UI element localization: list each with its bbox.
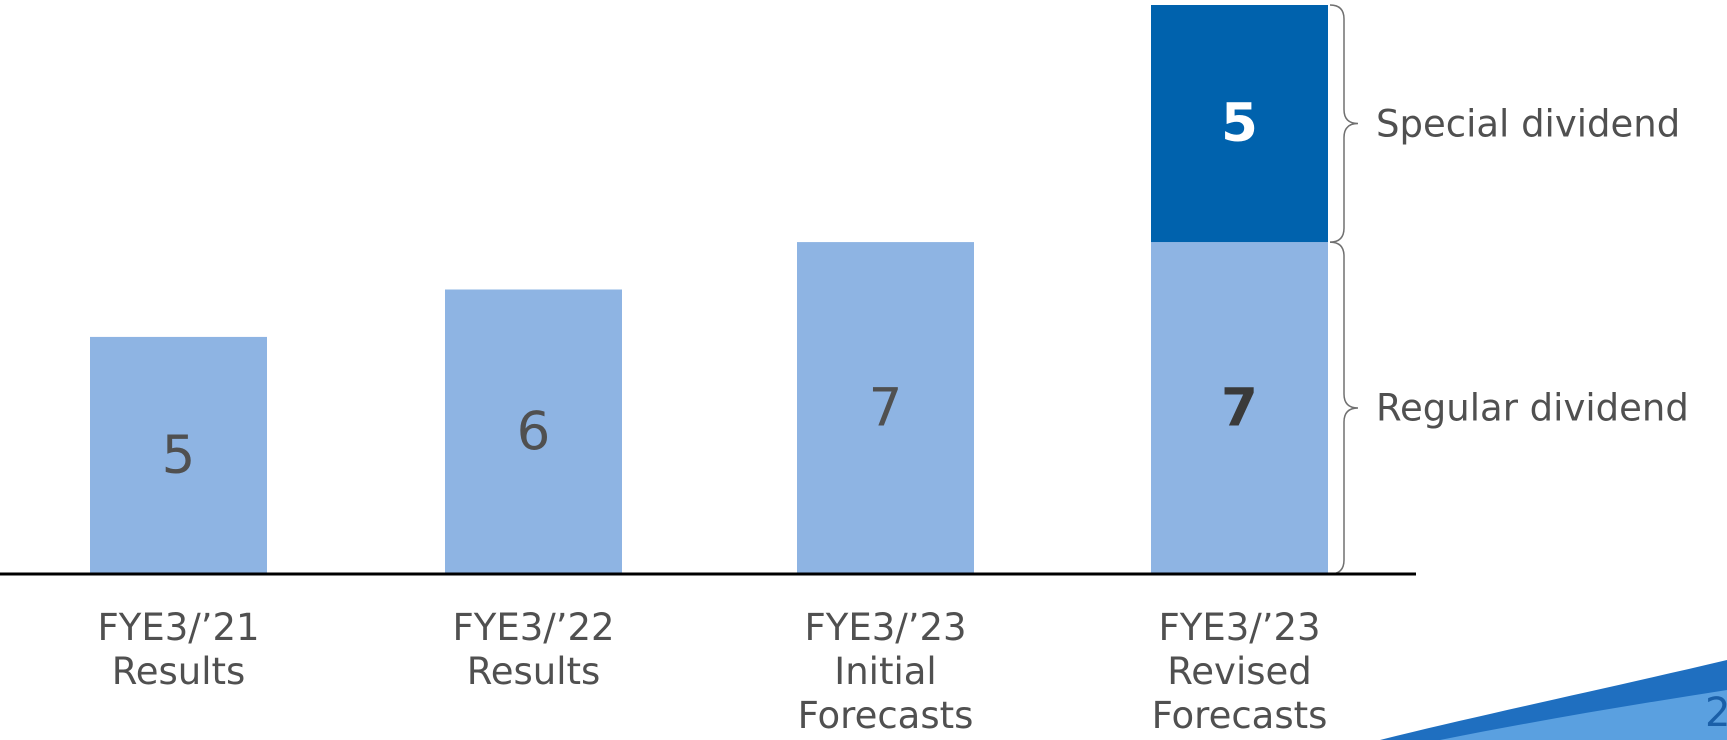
x-tick-label: FYE3/’23 Initial Forecasts <box>797 606 974 737</box>
x-tick-label: FYE3/’21 Results <box>97 606 260 693</box>
bar-segment <box>1151 242 1328 575</box>
brace <box>1329 241 1359 575</box>
data-label: 5 <box>162 425 196 486</box>
decor-swoosh <box>1440 690 1727 740</box>
x-tick-label: FYE3/’23 Revised Forecasts <box>1151 606 1328 737</box>
legend-label: Special dividend <box>1376 102 1681 146</box>
data-label: 7 <box>1221 378 1258 439</box>
page-number: 2 <box>1705 690 1727 736</box>
legend-label: Regular dividend <box>1376 386 1689 430</box>
bar-segment <box>797 242 974 575</box>
bar-segment <box>90 336 267 574</box>
bar-segment <box>445 289 622 574</box>
data-label: 7 <box>869 378 903 439</box>
x-tick-label: FYE3/’22 Results <box>452 606 615 693</box>
data-label: 5 <box>1221 93 1258 154</box>
data-label: 6 <box>517 401 551 462</box>
bar-segment <box>1151 5 1328 243</box>
brace <box>1329 4 1359 243</box>
